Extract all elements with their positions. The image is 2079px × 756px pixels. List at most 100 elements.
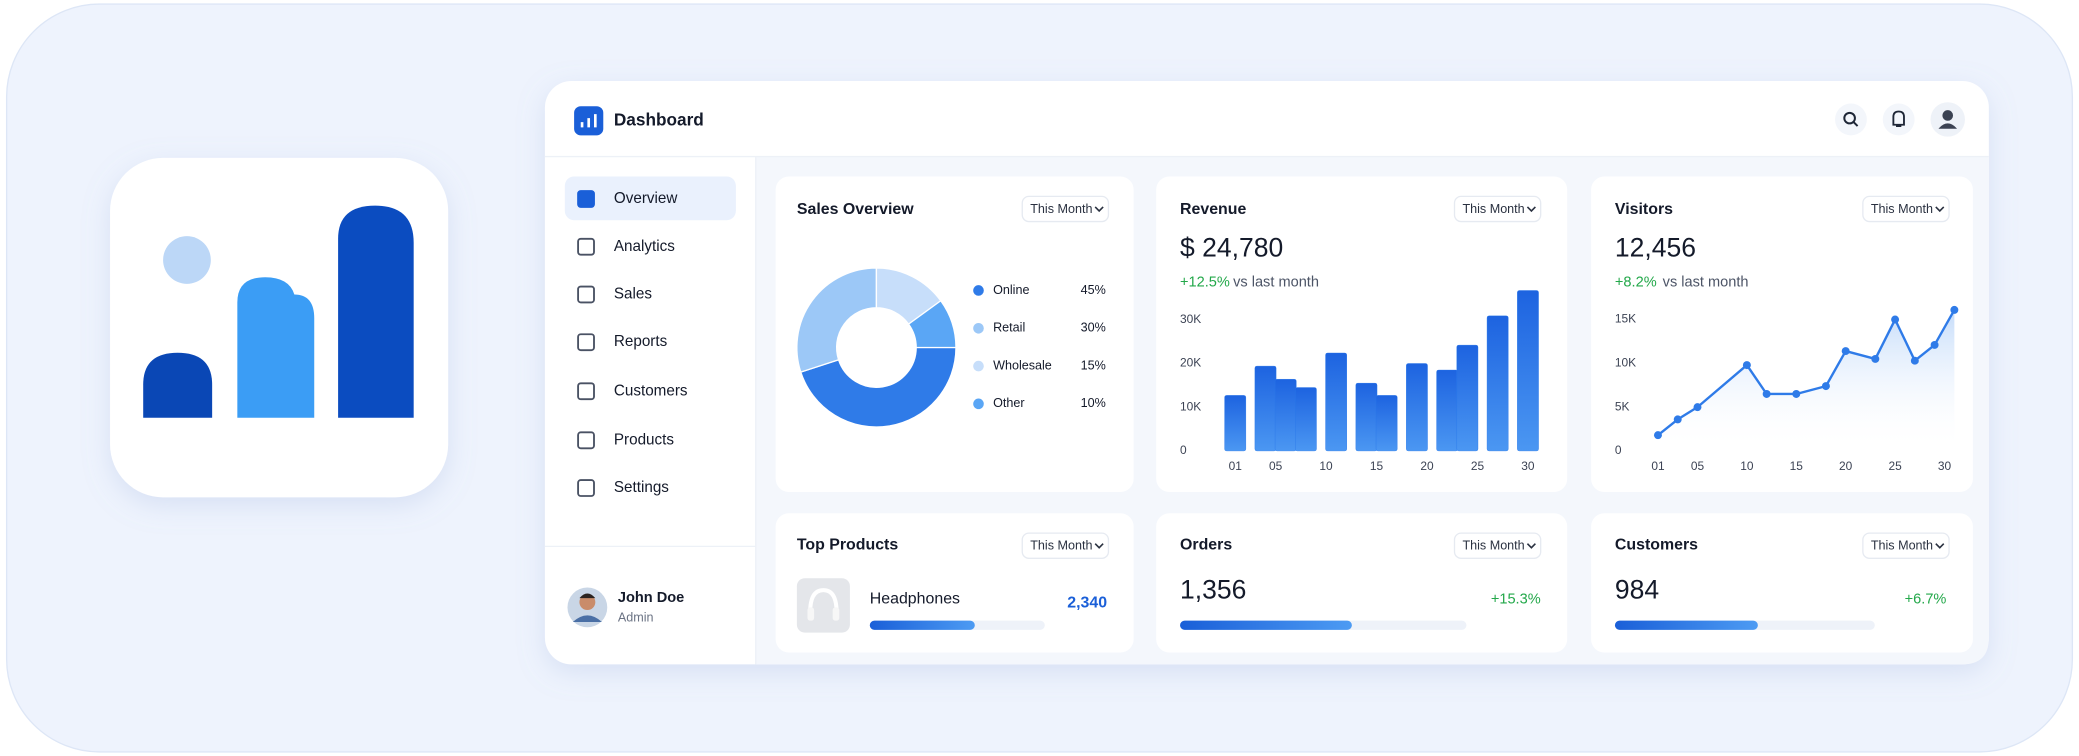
nav-icon [577,333,595,352]
user-role: Admin [618,610,654,624]
period-dropdown[interactable]: This Month [1453,532,1542,559]
value-label: 30% [1081,321,1106,335]
bar [1274,379,1297,452]
bar [1486,315,1509,452]
x-tick-label: 25 [1471,459,1485,473]
dropdown-label: This Month [1030,202,1092,216]
icon-dot [163,236,211,284]
legend-swatch [973,322,984,334]
x-tick-label: 05 [1269,459,1283,473]
bar [1436,369,1458,452]
legend-label: Other [993,396,1024,410]
notifications-button[interactable] [1882,103,1915,136]
chevron [1094,543,1104,549]
nav-label: Customers [614,382,688,399]
point [1930,340,1939,349]
point [1821,382,1830,391]
x-tick-label: 10 [1319,459,1333,473]
product-thumbnail [796,578,850,633]
nav-item[interactable]: Reports [577,333,668,352]
point [1910,356,1919,365]
chevron [1935,206,1945,213]
period-dropdown[interactable]: This Month [1862,532,1950,559]
nav-icon [577,431,595,450]
legend-label: Wholesale [993,358,1052,372]
nav-item[interactable]: Sales [577,286,652,304]
card-title: Orders [1180,536,1232,553]
point [1673,415,1682,424]
nav-label: Settings [614,479,669,496]
point [1841,347,1850,356]
icon-bar [143,352,213,418]
period-dropdown[interactable]: This Month [1453,195,1542,223]
nav-label: Analytics [614,238,675,255]
visitors-note: vs last month [1663,274,1749,290]
nav-label: Products [614,431,675,448]
orders-value: 1,356 [1180,574,1246,604]
orders-change: +15.3% [1491,591,1541,607]
point [1693,403,1702,412]
point [1950,305,1959,314]
profile-button[interactable] [1930,102,1965,137]
nav-icon [577,479,595,497]
chevron [1526,206,1536,213]
period-dropdown[interactable]: This Month [1021,532,1110,559]
pie-slice [796,267,878,373]
customers-change: +6.7% [1905,591,1947,607]
legend-swatch [973,398,984,410]
pie-slice [799,346,957,428]
point [1871,354,1880,363]
legend-swatch [973,285,984,296]
y-tick-label: 30K [1180,312,1201,326]
revenue-value: $ 24,780 [1180,232,1283,262]
avatar [567,587,608,628]
x-tick-label: 30 [1521,459,1535,473]
legend-label: Retail [993,321,1025,335]
dropdown-label: This Month [1871,539,1933,553]
x-tick-label: 25 [1888,459,1902,473]
nav-item[interactable]: Products [577,431,675,450]
dropdown-label: This Month [1462,539,1524,553]
point [1653,431,1662,440]
point [1742,361,1751,370]
point [1891,315,1900,324]
pie-slice [907,299,957,349]
app-title: Dashboard [614,109,704,129]
nav-label: Overview [614,190,678,207]
period-dropdown[interactable]: This Month [1862,195,1950,223]
product-count: 2,340 [1067,595,1107,612]
y-tick-label: 5K [1615,399,1630,413]
x-tick-label: 10 [1740,459,1754,473]
y-tick-label: 15K [1615,312,1636,326]
nav-item[interactable]: Overview [577,190,678,208]
x-tick-label: 15 [1790,459,1804,473]
bar [1456,344,1479,452]
nav-item[interactable]: Settings [577,479,669,497]
revenue-note: vs last month [1233,274,1319,290]
bar [1375,395,1398,452]
chevron [1094,206,1104,213]
point [1762,390,1771,398]
x-tick-label: 30 [1938,459,1952,473]
visitors-value: 12,456 [1615,232,1696,262]
nav-item[interactable]: Analytics [577,237,675,256]
dropdown-bg [1021,532,1110,559]
x-tick-label: 01 [1229,459,1243,473]
y-tick-label: 10K [1180,399,1201,413]
bar [1254,365,1277,452]
y-tick-label: 20K [1180,356,1201,370]
period-dropdown[interactable]: This Month [1021,195,1110,223]
nav-icon [577,237,595,256]
bar [1517,290,1539,452]
search-button[interactable] [1835,103,1867,136]
progress-fill [1180,620,1352,630]
nav-label: Reports [614,333,668,350]
x-tick-label: 15 [1370,459,1384,473]
nav-item[interactable]: Customers [577,382,688,401]
revenue-change: +12.5% [1180,274,1230,290]
legend-swatch [973,360,984,372]
point [1792,390,1801,398]
nav-active-bg [564,176,736,221]
area [1657,309,1955,451]
